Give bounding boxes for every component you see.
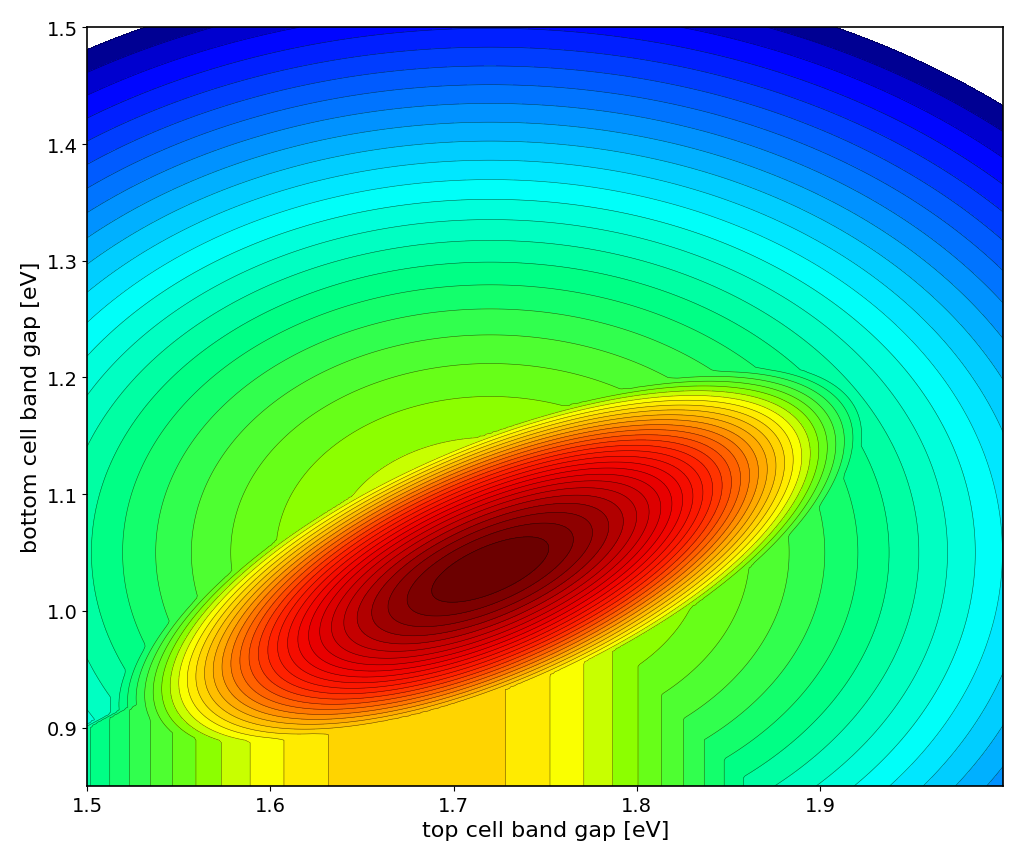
Y-axis label: bottom cell band gap [eV]: bottom cell band gap [eV]	[20, 262, 41, 553]
X-axis label: top cell band gap [eV]: top cell band gap [eV]	[422, 821, 669, 840]
